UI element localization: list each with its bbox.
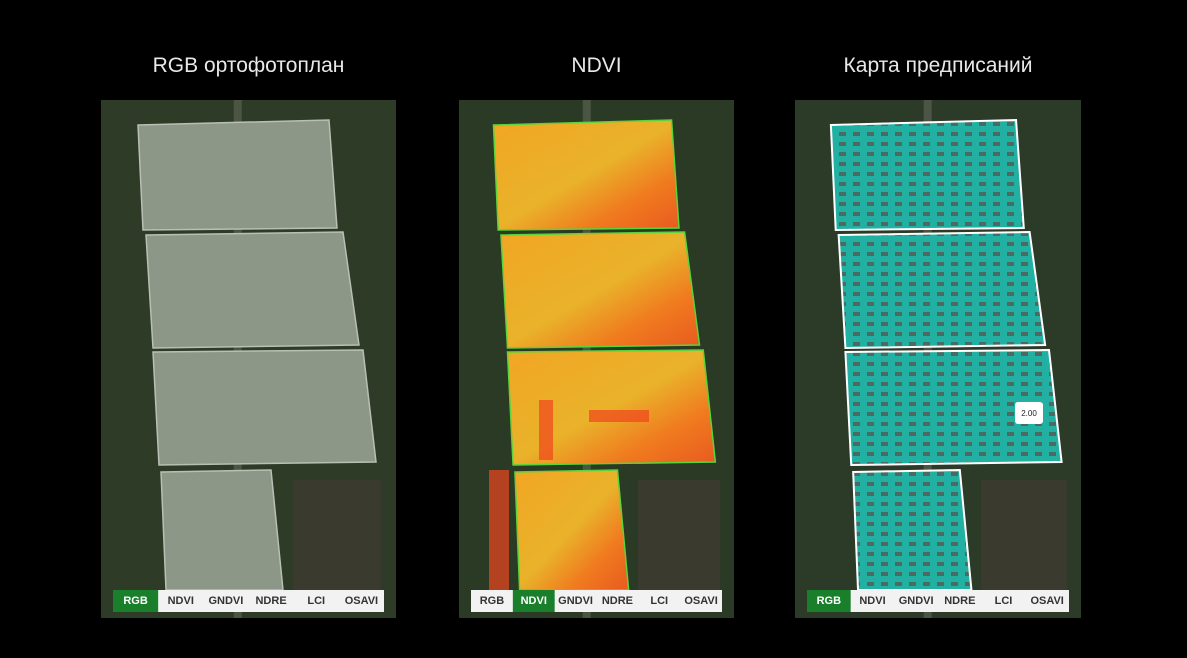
tab[interactable]: NDVI <box>168 595 194 607</box>
field-patch <box>292 480 382 590</box>
tab[interactable]: NDRE <box>255 595 286 607</box>
tab[interactable]: LCI <box>995 595 1013 607</box>
tab[interactable]: LCI <box>307 595 325 607</box>
tab[interactable]: NDVI <box>859 595 885 607</box>
field <box>152 349 377 466</box>
tab[interactable]: NDVI <box>521 595 547 607</box>
field <box>506 349 717 466</box>
tab-active <box>113 590 159 612</box>
tooltip: 2.00 <box>1021 409 1037 418</box>
tab-bar <box>113 590 384 612</box>
field <box>492 119 680 231</box>
field-patch <box>637 480 721 590</box>
field <box>514 469 630 591</box>
panel-title: RGB ортофотоплан <box>153 54 345 77</box>
field <box>844 348 1063 467</box>
map-view: 2.00 RGB NDVI GNDVI NDRE LCI OSAVI <box>795 100 1081 618</box>
tab[interactable]: NDRE <box>602 595 633 607</box>
tab[interactable]: OSAVI <box>1030 595 1063 607</box>
field-patch <box>980 480 1067 590</box>
tab[interactable]: OSAVI <box>345 595 378 607</box>
field <box>137 119 338 231</box>
tab[interactable]: RGB <box>123 595 148 607</box>
ndvi-hotspot <box>589 410 649 422</box>
panel-title: NDVI <box>571 54 621 77</box>
map-view: RGB NDVI GNDVI NDRE LCI OSAVI <box>101 100 396 618</box>
tab-active <box>512 590 555 612</box>
field <box>837 230 1047 350</box>
panel-title: Карта предписаний <box>844 54 1033 77</box>
tab[interactable]: RGB <box>817 595 842 607</box>
field <box>160 469 284 591</box>
tab[interactable]: LCI <box>650 595 668 607</box>
tab[interactable]: GNDVI <box>558 595 593 607</box>
ndvi-hotspot <box>539 400 553 460</box>
tooltip-box <box>1015 402 1043 424</box>
field <box>852 468 973 591</box>
field <box>145 231 360 349</box>
tab-bar <box>807 590 1069 612</box>
tab[interactable]: GNDVI <box>899 595 934 607</box>
tab[interactable]: NDRE <box>944 595 975 607</box>
field <box>829 118 1025 232</box>
map-view: RGB NDVI GNDVI NDRE LCI OSAVI <box>459 100 734 618</box>
tab[interactable]: RGB <box>480 595 505 607</box>
field <box>500 231 701 349</box>
tab[interactable]: GNDVI <box>208 595 243 607</box>
tab[interactable]: OSAVI <box>684 595 717 607</box>
ndvi-hotspot <box>489 470 509 590</box>
tab-active <box>807 590 851 612</box>
